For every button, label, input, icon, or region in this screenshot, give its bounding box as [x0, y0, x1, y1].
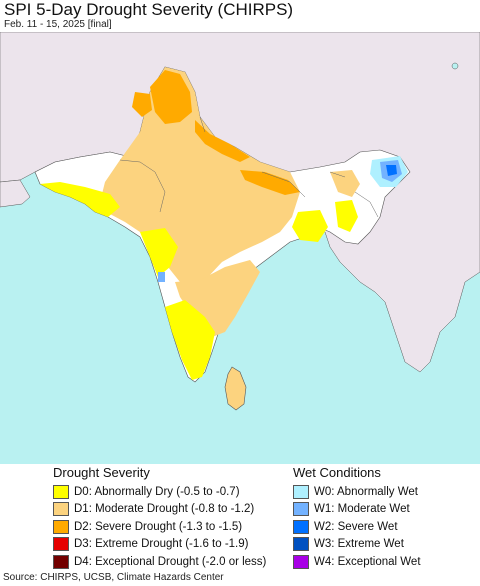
w1-region-central [158, 272, 165, 282]
sri-lanka [224, 366, 247, 411]
wet-legend: Wet Conditions W0: Abnormally Wet W1: Mo… [293, 465, 421, 571]
legend-item-d3: D3: Extreme Drought (-1.6 to -1.9) [53, 536, 266, 554]
legend-label-d4: D4: Exceptional Drought (-2.0 or less) [74, 555, 267, 568]
legend-item-w0: W0: Abnormally Wet [293, 483, 421, 501]
d1-region-northeast [330, 170, 360, 197]
d2-region-pakistan [132, 92, 152, 117]
legend-swatch-d4 [53, 554, 69, 569]
legend-swatch-w2 [293, 519, 309, 534]
legend-label-w3: W3: Extreme Wet [314, 538, 404, 551]
drought-map [0, 32, 480, 464]
d2-region-kashmir [150, 70, 192, 124]
legend-label-d3: D3: Extreme Drought (-1.6 to -1.9) [74, 538, 249, 551]
legend-swatch-d2 [53, 519, 69, 534]
legend-label-d0: D0: Abnormally Dry (-0.5 to -0.7) [74, 485, 240, 498]
wet-legend-title: Wet Conditions [293, 465, 381, 480]
border-lines [119, 116, 379, 218]
drought-legend-title: Drought Severity [53, 465, 150, 480]
legend-label-w4: W4: Exceptional Wet [314, 555, 421, 568]
legend-swatch-d3 [53, 537, 69, 552]
outside-land-west [0, 179, 31, 208]
legend-item-w4: W4: Exceptional Wet [293, 553, 421, 571]
legend-item-d4: D4: Exceptional Drought (-2.0 or less) [53, 553, 266, 571]
map-title: SPI 5-Day Drought Severity (CHIRPS) [4, 0, 294, 19]
source-credit: Source: CHIRPS, UCSB, Climate Hazards Ce… [3, 572, 224, 583]
legend-label-d1: D1: Moderate Drought (-0.8 to -1.2) [74, 503, 255, 516]
legend-swatch-d1 [53, 502, 69, 517]
map-subtitle: Feb. 11 - 15, 2025 [final] [4, 19, 112, 30]
legend-swatch-w1 [293, 502, 309, 517]
drought-legend: Drought Severity D0: Abnormally Dry (-0.… [53, 465, 266, 571]
legend-swatch-w3 [293, 537, 309, 552]
legend-swatch-d0 [53, 484, 69, 499]
legend-label-d2: D2: Severe Drought (-1.3 to -1.5) [74, 520, 243, 533]
d0-region-west-central [140, 228, 178, 277]
legend-item-w3: W3: Extreme Wet [293, 536, 421, 554]
legend-swatch-w4 [293, 554, 309, 569]
d0-region-deccan [165, 300, 215, 380]
legend-label-w1: W1: Moderate Wet [314, 503, 410, 516]
legend-item-d2: D2: Severe Drought (-1.3 to -1.5) [53, 518, 266, 536]
legend-swatch-w0 [293, 484, 309, 499]
w2-region-northeast [386, 165, 397, 176]
legend-item-d1: D1: Moderate Drought (-0.8 to -1.2) [53, 501, 266, 519]
legend-item-w2: W2: Severe Wet [293, 518, 421, 536]
d0-region-east [292, 210, 328, 242]
d2-region-himalaya [195, 120, 250, 162]
d0-region-gujarat [40, 182, 120, 217]
legend-label-w2: W2: Severe Wet [314, 520, 398, 533]
d2-region-nepal [240, 170, 300, 195]
d0-region-northeast [335, 200, 358, 232]
legend-item-d0: D0: Abnormally Dry (-0.5 to -0.7) [53, 483, 266, 501]
legend-item-w1: W1: Moderate Wet [293, 501, 421, 519]
island-marker [451, 62, 459, 70]
legend-label-w0: W0: Abnormally Wet [314, 485, 418, 498]
